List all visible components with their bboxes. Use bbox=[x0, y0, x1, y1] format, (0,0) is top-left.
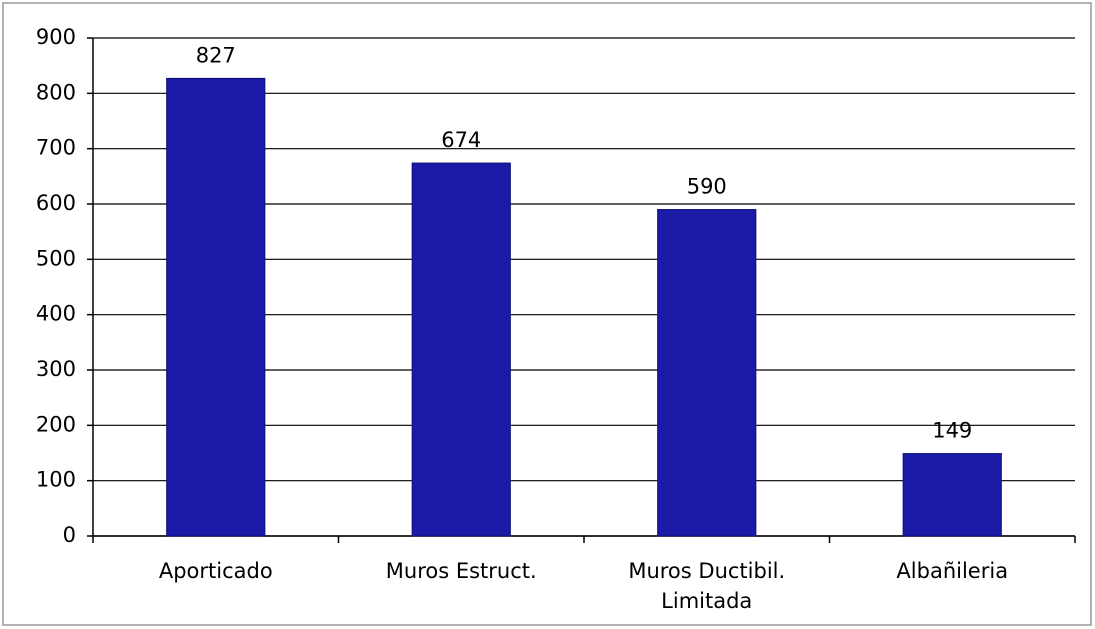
data-label: 149 bbox=[932, 419, 972, 443]
x-tick-label: Albañileria bbox=[896, 559, 1009, 583]
bar bbox=[411, 162, 511, 537]
y-tick-label: 100 bbox=[36, 468, 76, 492]
x-tick-label: Aporticado bbox=[158, 559, 273, 583]
data-label: 827 bbox=[196, 43, 236, 67]
y-tick-label: 200 bbox=[36, 412, 76, 436]
y-tick-label: 800 bbox=[36, 80, 76, 104]
y-tick-label: 600 bbox=[36, 191, 76, 215]
bar bbox=[902, 453, 1002, 537]
x-tick-label: Muros Estruct. bbox=[385, 559, 537, 583]
y-tick-label: 500 bbox=[36, 246, 76, 270]
data-label: 590 bbox=[687, 175, 727, 199]
y-tick-label: 300 bbox=[36, 357, 76, 381]
y-tick-label: 400 bbox=[36, 302, 76, 326]
y-tick-label: 0 bbox=[63, 523, 76, 547]
bar bbox=[166, 77, 266, 537]
bar bbox=[657, 209, 757, 537]
data-label: 674 bbox=[441, 128, 481, 152]
x-tick-label: Muros Ductibil. Limitada bbox=[628, 559, 786, 613]
y-tick-label: 900 bbox=[36, 25, 76, 49]
y-tick-label: 700 bbox=[36, 136, 76, 160]
